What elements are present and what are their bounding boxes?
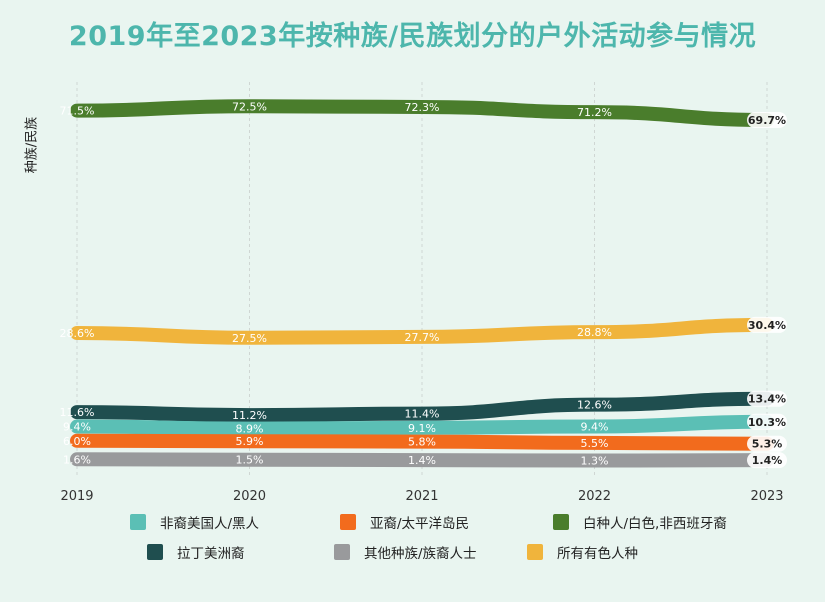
data-label: 1.5%: [236, 454, 264, 467]
legend-swatch: [340, 514, 356, 530]
legend-swatch: [334, 544, 350, 560]
x-tick-label: 2019: [60, 489, 93, 504]
legend-item: 其他种族/族裔人士: [334, 542, 477, 562]
data-label: 27.5%: [232, 332, 267, 345]
data-label: 71.2%: [577, 106, 612, 119]
data-label: 5.9%: [236, 435, 264, 448]
legend-label: 其他种族/族裔人士: [364, 546, 477, 562]
series-line: [70, 414, 774, 436]
legend-label: 亚裔/太平洋岛民: [370, 516, 470, 532]
data-label: 5.3%: [752, 438, 783, 451]
series-line: [70, 317, 774, 345]
legend-swatch: [527, 544, 543, 560]
data-label: 11.2%: [232, 409, 267, 422]
data-label: 10.3%: [748, 416, 786, 429]
data-label: 12.6%: [577, 399, 612, 412]
legend-item: 所有有色人种: [527, 542, 638, 562]
data-label-background: [747, 413, 787, 430]
data-label: 1.4%: [408, 454, 436, 467]
legend-item: 拉丁美洲裔: [147, 542, 245, 562]
data-label: 72.5%: [232, 100, 267, 113]
data-label: 28.8%: [577, 326, 612, 339]
data-label: 27.7%: [405, 331, 440, 344]
data-label: 13.4%: [748, 393, 786, 406]
data-label-background: [747, 316, 787, 333]
series-line: [70, 391, 774, 423]
data-label: 1.3%: [581, 455, 609, 468]
data-label: 1.6%: [63, 453, 91, 466]
data-label: 9.4%: [581, 421, 609, 434]
series-line: [70, 433, 774, 451]
data-label-background: [747, 111, 787, 128]
legend-swatch: [147, 544, 163, 560]
legend-swatch: [553, 514, 569, 530]
legend-label: 白种人/白色,非西班牙裔: [583, 516, 727, 532]
data-label-background: [747, 390, 787, 407]
data-label: 8.9%: [236, 423, 264, 436]
x-tick-label: 2021: [405, 489, 438, 504]
data-label: 9.1%: [408, 422, 436, 435]
data-label: 5.8%: [408, 436, 436, 449]
series-line: [70, 452, 774, 468]
legend-item: 亚裔/太平洋岛民: [340, 512, 469, 532]
legend-label: 拉丁美洲裔: [177, 546, 245, 562]
data-label: 11.4%: [405, 408, 440, 421]
data-label-background: [747, 435, 787, 452]
data-label: 72.3%: [405, 101, 440, 114]
data-label: 71.5%: [60, 105, 95, 118]
data-label: 30.4%: [748, 319, 786, 332]
series-line: [70, 99, 774, 127]
legend-item: 白种人/白色,非西班牙裔: [553, 512, 727, 532]
data-label: 9.4%: [63, 421, 91, 434]
x-tick-label: 2022: [578, 489, 611, 504]
legend-label: 所有有色人种: [557, 546, 638, 562]
data-label: 69.7%: [748, 114, 786, 127]
data-label: 28.6%: [60, 327, 95, 340]
data-label: 6.0%: [63, 435, 91, 448]
data-label: 11.6%: [60, 406, 95, 419]
legend-label: 非裔美国人/黑人: [160, 516, 260, 532]
legend-item: 非裔美国人/黑人: [130, 512, 259, 532]
x-tick-label: 2023: [750, 489, 783, 504]
chart-title: 2019年至2023年按种族/民族划分的户外活动参与情况: [68, 21, 757, 52]
x-tick-label: 2020: [233, 489, 266, 504]
data-label: 5.5%: [581, 437, 609, 450]
data-label: 1.4%: [752, 454, 783, 467]
data-label-background: [747, 452, 787, 469]
legend-swatch: [130, 514, 146, 530]
